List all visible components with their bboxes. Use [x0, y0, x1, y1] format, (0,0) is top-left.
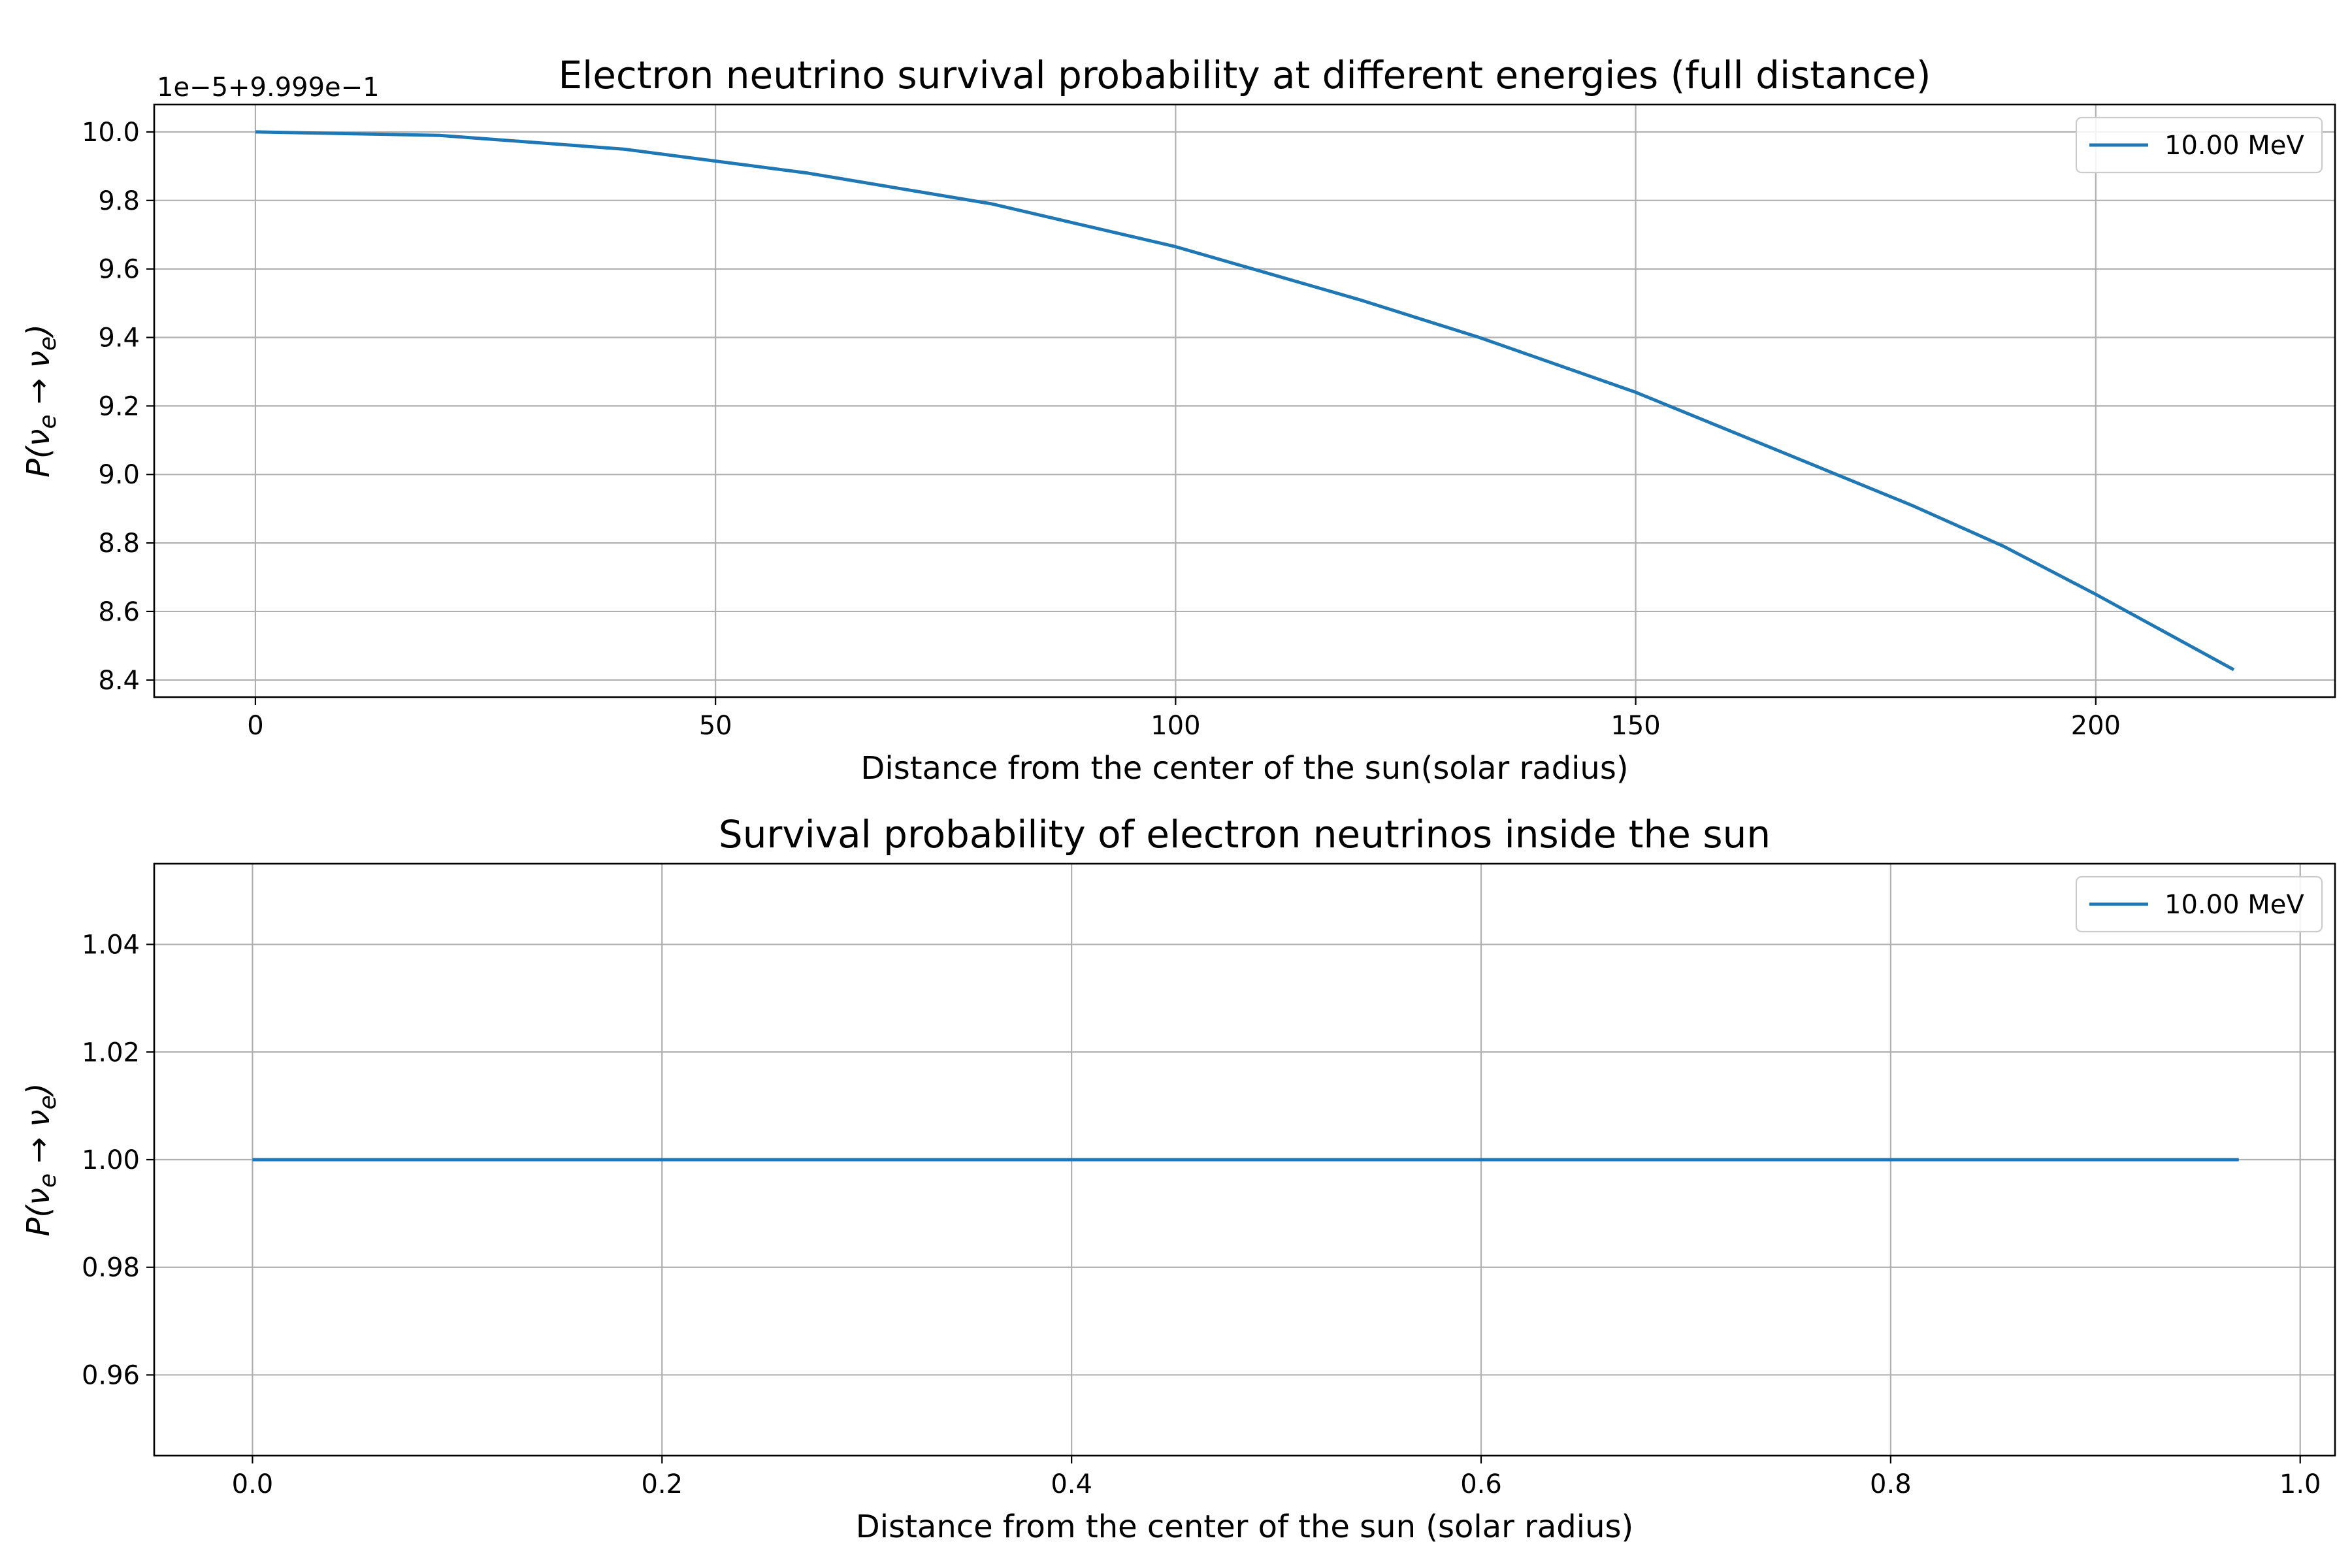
x-tick-label: 0: [247, 711, 263, 741]
y-tick-label: 9.2: [98, 391, 140, 421]
x-tick-label: 150: [1610, 711, 1660, 741]
y-tick-label: 9.8: [98, 186, 140, 216]
y-tick-label: 9.0: [98, 460, 140, 490]
x-tick-label: 50: [699, 711, 732, 741]
y-axis-label: P(νe → νe): [20, 324, 61, 478]
x-tick-label: 0.4: [1051, 1469, 1092, 1499]
x-tick-label: 0.2: [641, 1469, 683, 1499]
legend-label: 10.00 MeV: [2164, 890, 2304, 920]
x-tick-label: 100: [1151, 711, 1200, 741]
y-tick-label: 1.00: [82, 1145, 140, 1175]
y-tick-label: 8.8: [98, 529, 140, 559]
chart-title: Electron neutrino survival probability a…: [558, 53, 1931, 97]
legend-box: [2075, 116, 2323, 174]
y-tick-label: 0.96: [82, 1360, 140, 1390]
x-axis-label: Distance from the center of the sun(sola…: [860, 750, 1628, 787]
chart-2: 0.0 0.2 0.4 0.6 0.8 1.0 0.96 0.98 1.00 1.02 1.04 Su…: [20, 812, 2336, 1545]
y-axis-offset-text: 1e−5+9.999e−1: [157, 73, 380, 103]
series-line: [255, 130, 2235, 672]
x-axis-label: Distance from the center of the sun (sol…: [856, 1509, 1633, 1545]
legend: 10.00 MeV: [2075, 116, 2323, 174]
x-tick-label: 1.0: [2279, 1469, 2321, 1499]
y-tick-label: 8.4: [98, 666, 140, 696]
y-axis-label: P(νe → νe): [20, 1083, 61, 1236]
y-tick-label: 10.0: [82, 118, 140, 148]
legend-label: 10.00 MeV: [2164, 131, 2304, 161]
y-tick-label: 1.04: [82, 930, 140, 960]
y-tick-label: 9.4: [98, 323, 140, 353]
plot-frame: [153, 103, 2336, 698]
x-tick-label: 0.0: [232, 1469, 274, 1499]
chart-title: Survival probability of electron neutrin…: [719, 812, 1771, 857]
chart-1: 0 50 100 150 200 8.4 8.6 8.8 9.0 9.2 9.4 9.6 9.8 10.0…: [20, 53, 2336, 787]
legend-box: [2075, 875, 2323, 933]
x-tick-label: 0.8: [1870, 1469, 1912, 1499]
y-tick-label: 1.02: [82, 1037, 140, 1068]
y-tick-label: 8.6: [98, 597, 140, 627]
x-tick-label: 200: [2071, 711, 2121, 741]
y-tick-label: 9.6: [98, 255, 140, 285]
legend: 10.00 MeV: [2075, 875, 2323, 933]
x-tick-label: 0.6: [1460, 1469, 1502, 1499]
y-tick-label: 0.98: [82, 1253, 140, 1283]
